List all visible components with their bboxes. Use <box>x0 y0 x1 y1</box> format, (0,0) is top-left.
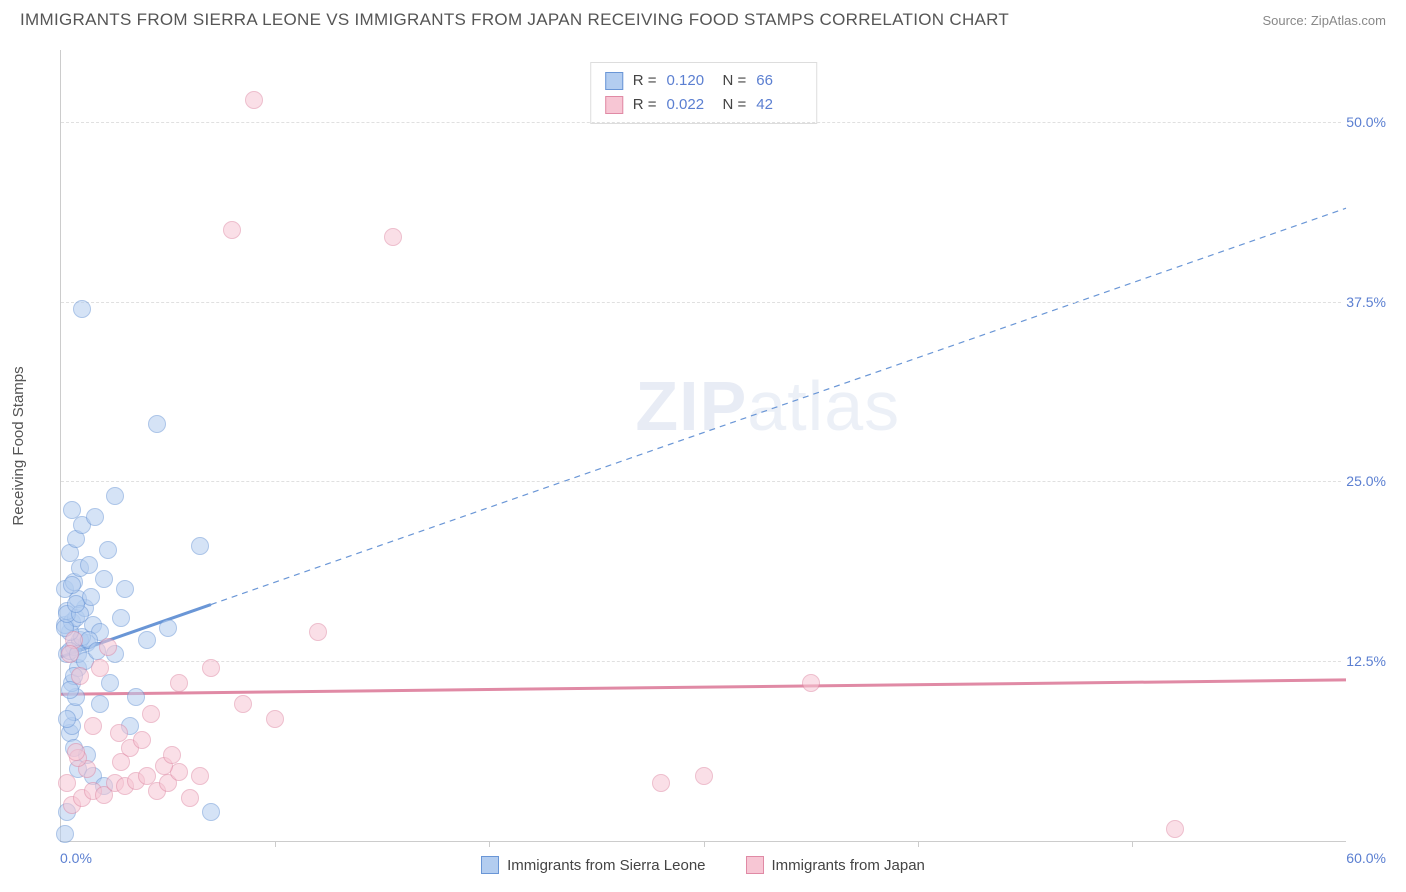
legend-label-sierra_leone: Immigrants from Sierra Leone <box>507 857 705 874</box>
grid-line <box>61 661 1386 662</box>
legend-swatch-japan <box>605 96 623 114</box>
data-point-sierra_leone <box>148 415 166 433</box>
data-point-sierra_leone <box>91 695 109 713</box>
data-point-sierra_leone <box>202 803 220 821</box>
data-point-japan <box>61 645 79 663</box>
data-point-sierra_leone <box>138 631 156 649</box>
x-tick <box>704 841 705 847</box>
r-value-japan: 0.022 <box>667 93 713 117</box>
stat-legend-row-japan: R = 0.022 N = 42 <box>605 93 803 117</box>
data-point-japan <box>110 724 128 742</box>
data-point-sierra_leone <box>95 570 113 588</box>
data-point-japan <box>695 767 713 785</box>
grid-line <box>61 481 1386 482</box>
data-point-japan <box>309 623 327 641</box>
data-point-japan <box>170 674 188 692</box>
data-point-japan <box>181 789 199 807</box>
n-label: N = <box>723 93 747 117</box>
data-point-sierra_leone <box>80 556 98 574</box>
data-point-japan <box>58 774 76 792</box>
grid-line <box>61 122 1386 123</box>
legend-swatch-sierra_leone <box>605 72 623 90</box>
data-point-japan <box>245 91 263 109</box>
n-value-japan: 42 <box>756 93 802 117</box>
data-point-sierra_leone <box>159 619 177 637</box>
stat-legend: R = 0.120 N = 66 R = 0.022 N = 42 <box>590 62 818 124</box>
data-point-japan <box>99 638 117 656</box>
chart-title: IMMIGRANTS FROM SIERRA LEONE VS IMMIGRAN… <box>20 10 1009 30</box>
data-point-japan <box>84 717 102 735</box>
source-link[interactable]: ZipAtlas.com <box>1311 13 1386 28</box>
data-point-sierra_leone <box>191 537 209 555</box>
data-point-japan <box>67 743 85 761</box>
x-tick <box>918 841 919 847</box>
r-value-sierra_leone: 0.120 <box>667 69 713 93</box>
data-point-sierra_leone <box>58 710 76 728</box>
data-point-sierra_leone <box>116 580 134 598</box>
chart-container: ZIPatlas R =0.120N =66R =0.022N =42 12.5… <box>50 50 1386 842</box>
x-tick <box>1132 841 1133 847</box>
r-label: R = <box>633 69 657 93</box>
data-point-japan <box>1166 820 1184 838</box>
data-point-japan <box>71 667 89 685</box>
trend-dash-sierra_leone <box>211 208 1346 604</box>
data-point-japan <box>223 221 241 239</box>
x-tick <box>489 841 490 847</box>
trend-solid-japan <box>61 680 1346 694</box>
data-point-sierra_leone <box>73 300 91 318</box>
data-point-sierra_leone <box>86 508 104 526</box>
data-point-sierra_leone <box>101 674 119 692</box>
legend-label-japan: Immigrants from Japan <box>772 857 925 874</box>
y-tick-label: 37.5% <box>1343 294 1386 310</box>
series-legend: Immigrants from Sierra Leone Immigrants f… <box>0 856 1406 874</box>
x-tick <box>275 841 276 847</box>
data-point-sierra_leone <box>67 595 85 613</box>
n-value-sierra_leone: 66 <box>756 69 802 93</box>
data-point-japan <box>191 767 209 785</box>
y-tick-label: 12.5% <box>1343 653 1386 669</box>
data-point-japan <box>142 705 160 723</box>
plot-area: ZIPatlas R =0.120N =66R =0.022N =42 12.5… <box>60 50 1346 842</box>
data-point-sierra_leone <box>99 541 117 559</box>
legend-swatch-sierra_leone <box>481 856 499 874</box>
data-point-sierra_leone <box>112 609 130 627</box>
data-point-sierra_leone <box>127 688 145 706</box>
r-label: R = <box>633 93 657 117</box>
data-point-sierra_leone <box>106 487 124 505</box>
legend-item-sierra_leone: Immigrants from Sierra Leone <box>481 856 705 874</box>
y-axis-label: Receiving Food Stamps <box>10 366 27 525</box>
data-point-japan <box>266 710 284 728</box>
data-point-japan <box>133 731 151 749</box>
n-label: N = <box>723 69 747 93</box>
data-point-sierra_leone <box>63 501 81 519</box>
y-tick-label: 50.0% <box>1343 114 1386 130</box>
data-point-japan <box>384 228 402 246</box>
data-point-japan <box>652 774 670 792</box>
source-attribution: Source: ZipAtlas.com <box>1262 13 1386 28</box>
grid-line <box>61 302 1386 303</box>
legend-swatch-japan <box>746 856 764 874</box>
source-prefix: Source: <box>1262 13 1310 28</box>
data-point-japan <box>802 674 820 692</box>
data-point-japan <box>202 659 220 677</box>
data-point-japan <box>234 695 252 713</box>
data-point-sierra_leone <box>56 825 74 843</box>
y-tick-label: 25.0% <box>1343 473 1386 489</box>
data-point-japan <box>91 659 109 677</box>
stat-legend-row-sierra_leone: R = 0.120 N = 66 <box>605 69 803 93</box>
trend-lines <box>61 50 1346 841</box>
legend-item-japan: Immigrants from Japan <box>746 856 925 874</box>
data-point-sierra_leone <box>63 576 81 594</box>
data-point-japan <box>163 746 181 764</box>
